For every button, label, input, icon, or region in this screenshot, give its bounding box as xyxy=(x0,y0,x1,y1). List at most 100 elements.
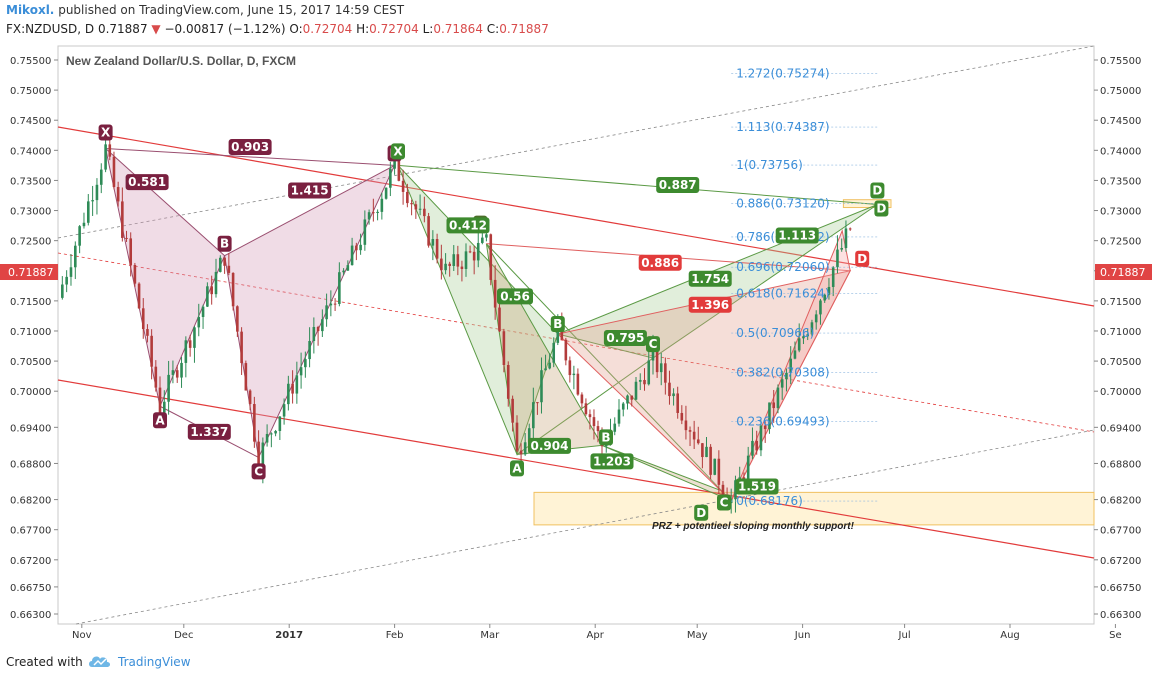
candle-body xyxy=(655,346,659,373)
candle-body xyxy=(797,338,801,351)
candle-body xyxy=(493,279,497,308)
candle-body xyxy=(316,326,320,332)
candle-body xyxy=(840,248,843,250)
candle-body xyxy=(802,336,805,339)
y-tick-label-left: 0.68800 xyxy=(10,459,51,470)
symbol-label: FX:NZDUSD, D xyxy=(6,22,95,36)
pivot-label-x: X xyxy=(101,126,111,140)
candle-body xyxy=(171,370,175,375)
candle-body xyxy=(485,234,488,238)
candle-body xyxy=(444,263,447,271)
pattern1-xab-triangle xyxy=(104,147,226,408)
candle-body xyxy=(158,387,162,413)
candle-body xyxy=(468,251,472,253)
candle-body xyxy=(680,412,684,421)
y-tick-label-left: 0.75500 xyxy=(10,56,51,67)
candle-body xyxy=(789,358,792,373)
candle-body xyxy=(270,433,273,435)
candle-body xyxy=(261,442,265,470)
candle-body xyxy=(806,334,809,337)
candle-body xyxy=(427,216,430,246)
price-chart[interactable]: 1.272(0.75274) 1.113(0.74387) 1(0.73756) 0.… xyxy=(0,40,1152,648)
candle-body xyxy=(630,395,634,400)
ohlc-line: FX:NZDUSD, D 0.71887 ▼ −0.00817 (−1.12%)… xyxy=(6,22,549,36)
candle-body xyxy=(355,245,358,251)
candle-body xyxy=(584,403,588,415)
candle-body xyxy=(548,362,551,369)
ratio-label: 1.396 xyxy=(691,298,729,312)
y-tick-label-left: 0.70500 xyxy=(10,357,51,368)
candle-body xyxy=(61,284,64,298)
candle-body xyxy=(755,440,758,451)
candle-body xyxy=(651,346,655,361)
candle-body xyxy=(95,184,99,201)
candle-body xyxy=(489,234,493,280)
candle-body xyxy=(696,439,700,444)
pivot-label-x: X xyxy=(393,144,403,158)
candle-body xyxy=(472,251,476,261)
y-tick-label-right: 0.67700 xyxy=(1100,526,1141,537)
candle-body xyxy=(580,394,584,404)
candle-body xyxy=(672,393,675,397)
candle-body xyxy=(511,398,514,423)
pivot-label-b-box xyxy=(217,235,232,252)
x-tick-label: Jun xyxy=(794,630,811,641)
y-tick-label-left: 0.71500 xyxy=(10,297,51,308)
low-value: 0.71864 xyxy=(433,22,483,36)
candle-body xyxy=(709,446,712,475)
fib-level-label: 0.5(0.70966) xyxy=(736,326,814,340)
fib-level-label: 1.113(0.74387) xyxy=(736,120,829,134)
candle-body xyxy=(836,249,839,268)
y-tick-label-right: 0.73000 xyxy=(1100,207,1141,218)
candle-body xyxy=(299,367,303,376)
candle-body xyxy=(776,387,780,409)
candle-body xyxy=(137,283,141,309)
candle-body xyxy=(333,303,337,305)
fib-level-label: 1(0.73756) xyxy=(736,158,803,172)
candle-body xyxy=(278,416,282,431)
ratio-label-box xyxy=(688,270,732,287)
candle-body xyxy=(634,381,638,400)
candle-body xyxy=(146,329,149,336)
pivot-label-b: B xyxy=(601,430,610,444)
channel-upper-line xyxy=(57,126,1095,307)
candle-body xyxy=(823,294,826,301)
candle-body xyxy=(384,187,388,199)
candle-body xyxy=(768,402,771,430)
candle-body xyxy=(498,307,501,332)
candle-body xyxy=(401,180,405,192)
candle-body xyxy=(257,441,260,470)
candle-body xyxy=(576,373,580,395)
author-link[interactable]: Mikoxl. xyxy=(6,3,55,17)
candle-body xyxy=(291,383,294,394)
candle-body xyxy=(452,254,456,266)
pivot-label-a: A xyxy=(512,461,522,475)
candle-body xyxy=(389,168,392,188)
ratio-label-box xyxy=(228,138,272,155)
pivot-label-x-box xyxy=(98,124,113,141)
fib-level-label: 0.236(0.69493) xyxy=(736,415,829,429)
y-tick-label-left: 0.73000 xyxy=(10,207,51,218)
y-tick-label-left: 0.68200 xyxy=(10,496,51,507)
candle-body xyxy=(721,484,725,495)
candle-body xyxy=(188,340,192,348)
candle-body xyxy=(588,414,592,418)
x-tick-label: Mar xyxy=(480,630,500,641)
fib-level-label: 0.382(0.70308) xyxy=(736,366,829,380)
candle-body xyxy=(460,266,464,269)
tradingview-link[interactable]: TradingView xyxy=(118,655,191,669)
candle-body xyxy=(287,383,290,405)
y-tick-label-right: 0.74000 xyxy=(1100,146,1141,157)
candle-body xyxy=(180,362,183,378)
x-tick-label: Feb xyxy=(386,630,404,641)
candle-body xyxy=(108,144,112,157)
candle-body xyxy=(515,422,519,451)
candle-body xyxy=(684,420,688,431)
pivot-label-b: B xyxy=(220,237,229,251)
pivot-label-d-box xyxy=(694,504,709,521)
candle-body xyxy=(481,237,484,243)
y-tick-label-left: 0.69400 xyxy=(10,423,51,434)
candle-body xyxy=(380,198,384,212)
candle-body xyxy=(814,314,818,323)
candle-body xyxy=(626,395,629,404)
